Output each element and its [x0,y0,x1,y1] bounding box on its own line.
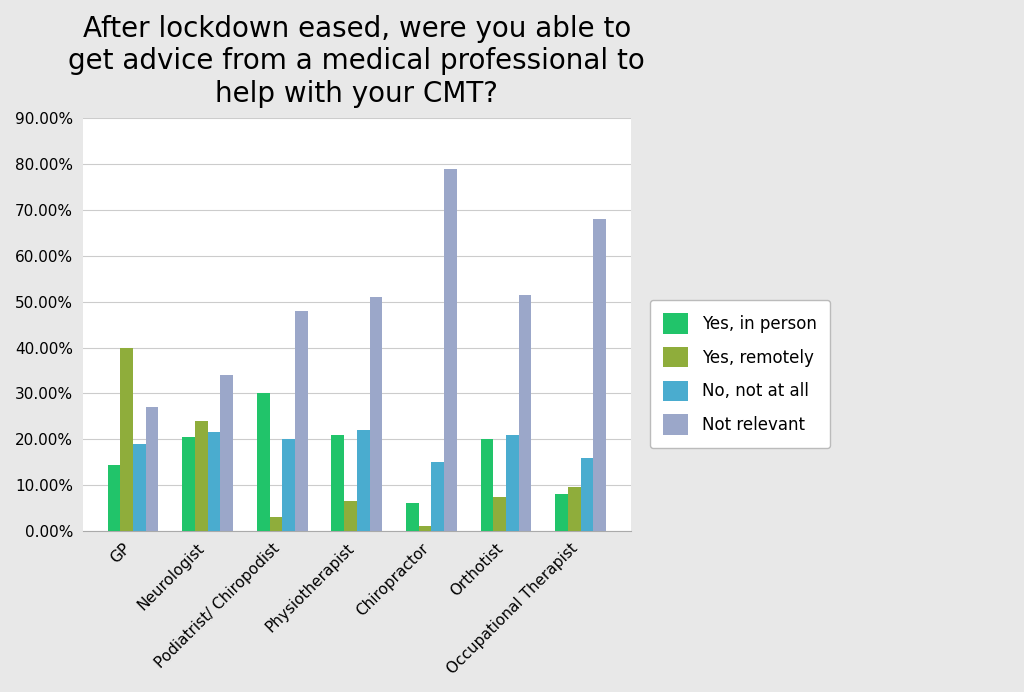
Bar [145,407,159,531]
Bar [581,457,593,531]
Bar [344,501,356,531]
Bar [269,517,283,531]
Bar [593,219,606,531]
Bar [494,497,506,531]
Bar [295,311,307,531]
Bar [195,421,208,531]
Bar [182,437,195,531]
Bar [356,430,370,531]
Bar [220,375,233,531]
Bar [555,494,568,531]
Bar [332,435,344,531]
Bar [568,487,581,531]
Bar [407,504,419,531]
Bar [519,295,531,531]
Bar [370,298,382,531]
Bar [208,432,220,531]
Bar [121,347,133,531]
Bar [108,464,121,531]
Title: After lockdown eased, were you able to
get advice from a medical professional to: After lockdown eased, were you able to g… [69,15,645,108]
Bar [283,439,295,531]
Bar [506,435,519,531]
Bar [480,439,494,531]
Bar [431,462,444,531]
Bar [133,444,145,531]
Bar [419,527,431,531]
Legend: Yes, in person, Yes, remotely, No, not at all, Not relevant: Yes, in person, Yes, remotely, No, not a… [650,300,830,448]
Bar [444,169,457,531]
Bar [257,394,269,531]
